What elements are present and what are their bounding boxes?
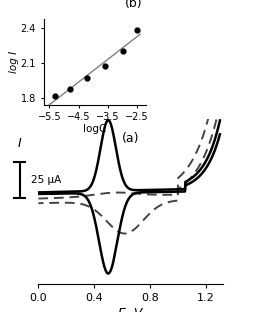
X-axis label: E, V: E, V (118, 307, 143, 312)
Text: 25 μA: 25 μA (31, 175, 61, 185)
X-axis label: logC: logC (83, 124, 106, 134)
Y-axis label: log I: log I (9, 51, 19, 73)
Text: (a): (a) (122, 132, 139, 145)
Text: (b): (b) (125, 0, 142, 10)
Text: I: I (18, 137, 22, 150)
